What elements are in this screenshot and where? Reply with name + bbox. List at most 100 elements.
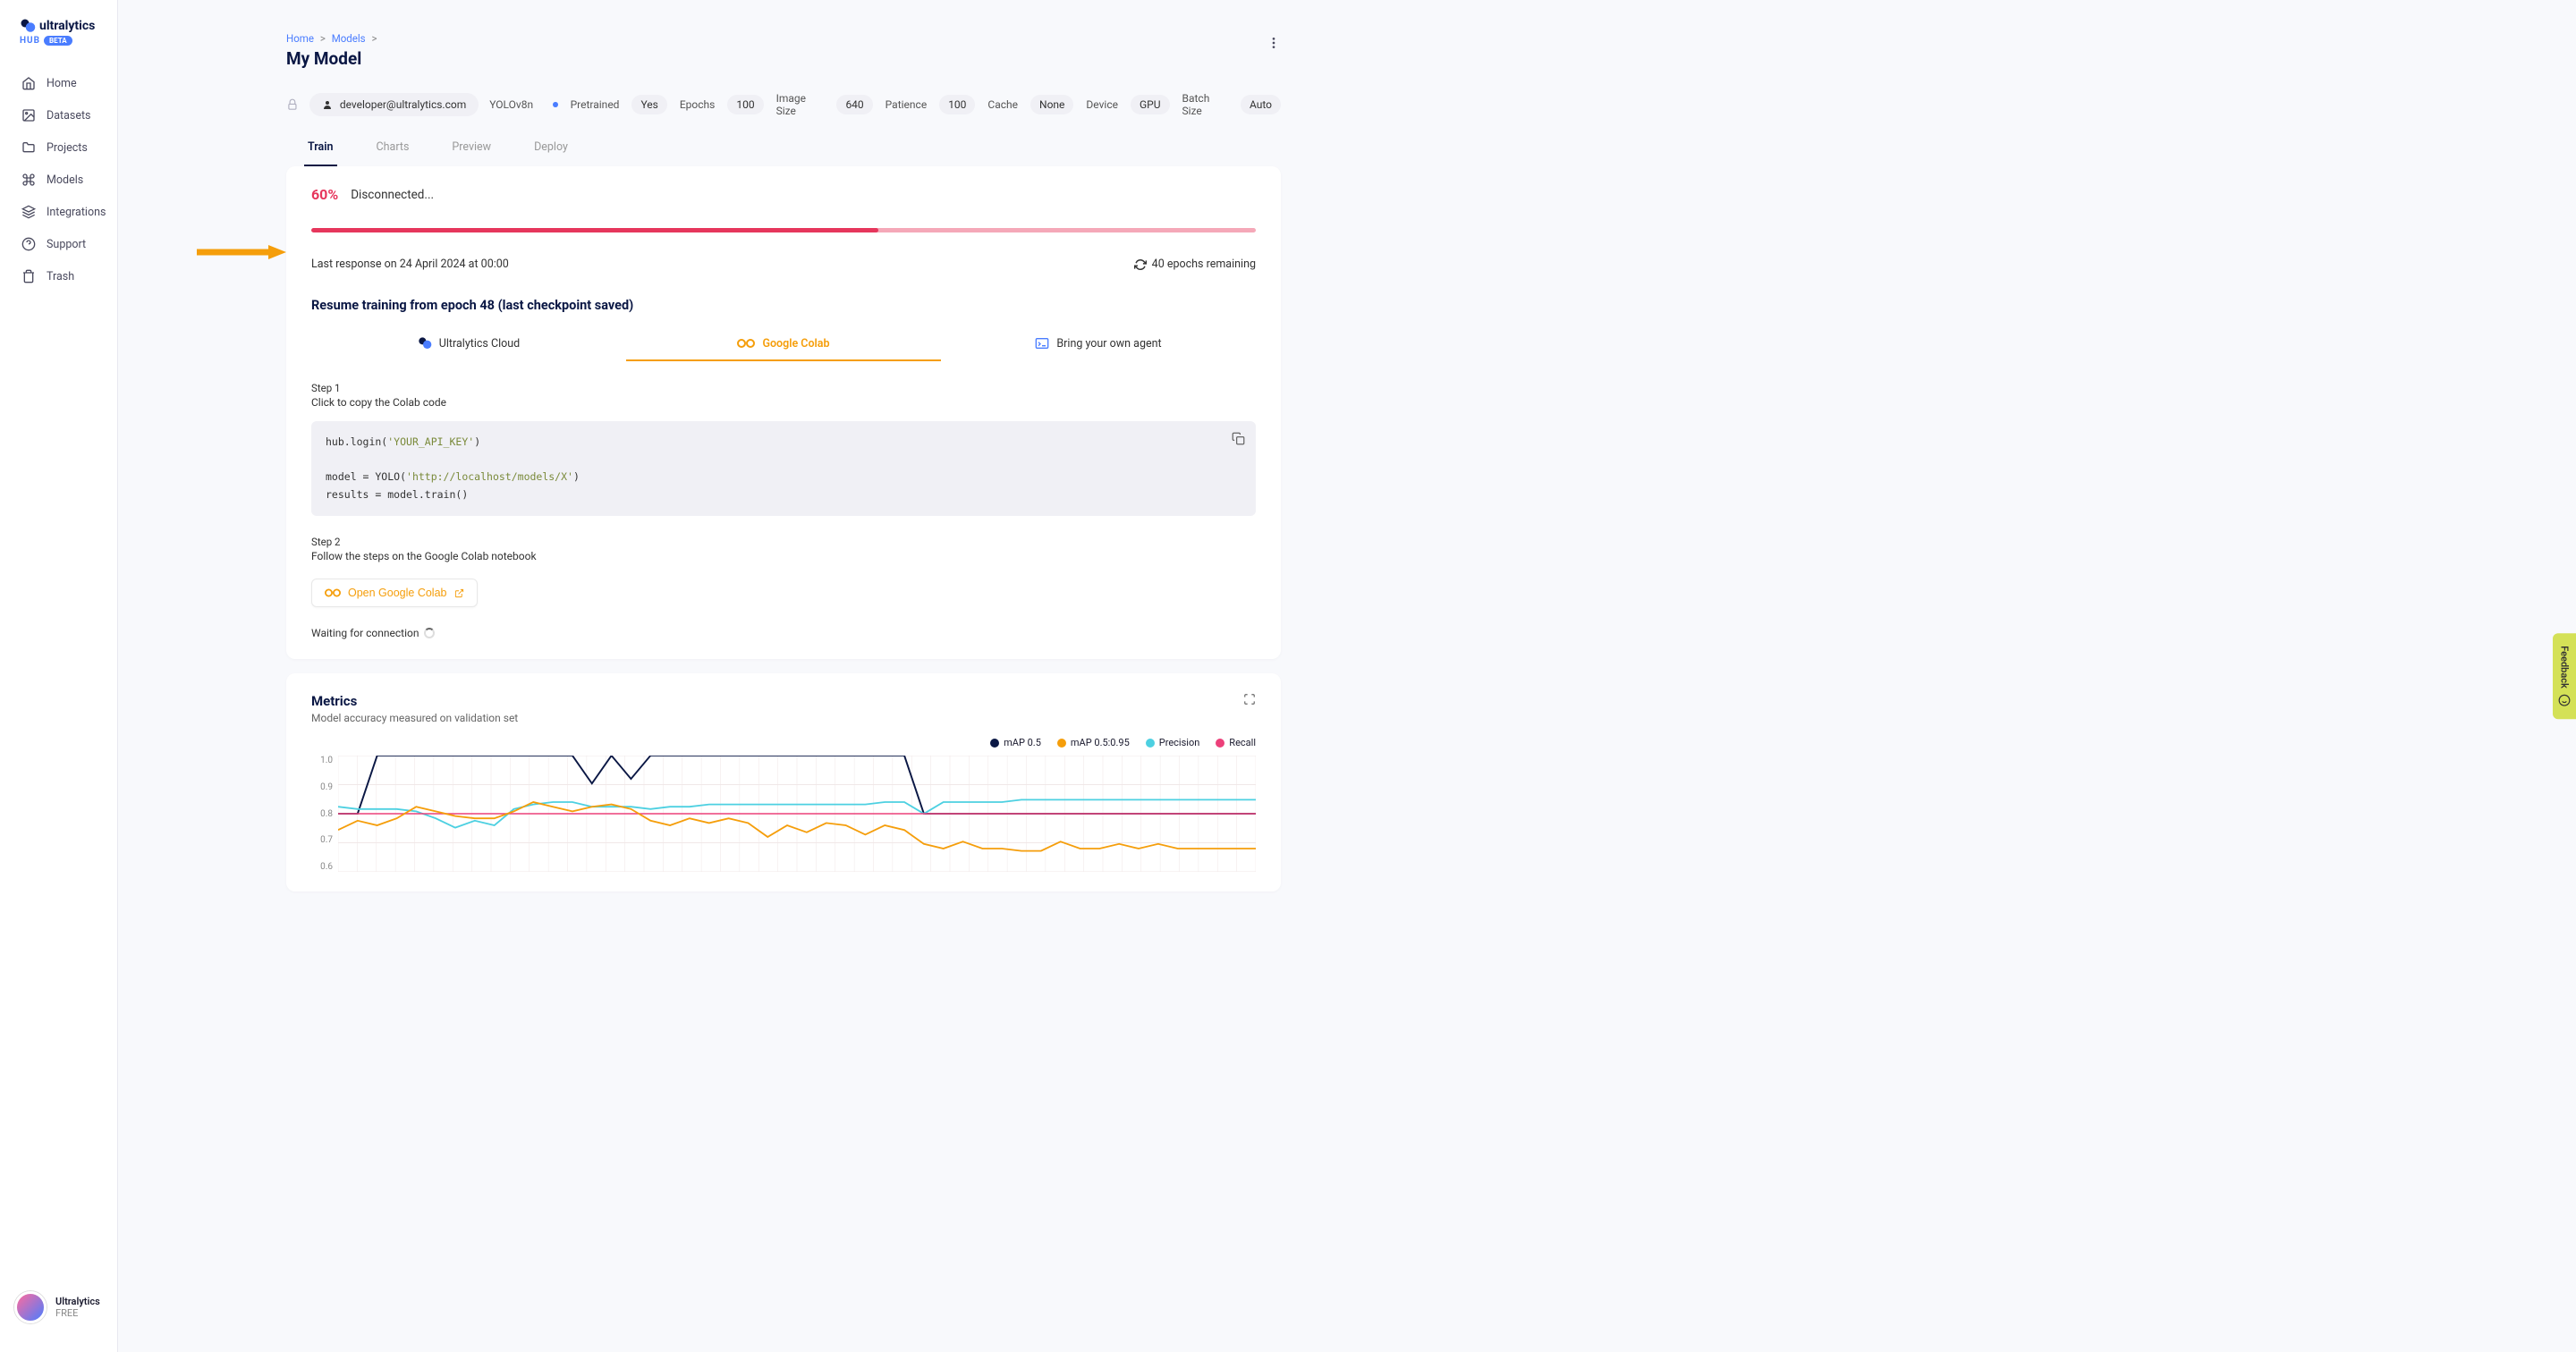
smile-icon bbox=[2558, 694, 2571, 706]
model-params: YOLOv8n Pretrained Yes Epochs 100 Image … bbox=[489, 92, 1281, 117]
legend-map50[interactable]: mAP 0.5 bbox=[990, 737, 1041, 748]
folder-icon bbox=[21, 140, 36, 155]
expand-button[interactable] bbox=[1243, 693, 1256, 709]
hub-label: HUB bbox=[20, 36, 40, 46]
nav-label: Models bbox=[47, 173, 83, 187]
param-pretrained: Yes bbox=[631, 95, 666, 114]
progress-bar bbox=[311, 228, 1256, 232]
command-icon bbox=[21, 173, 36, 187]
chart-area: 1.0 0.9 0.8 0.7 0.6 bbox=[311, 756, 1256, 872]
tier-avatar bbox=[14, 1291, 47, 1323]
colab-icon bbox=[737, 337, 755, 350]
logo-icon bbox=[20, 18, 36, 34]
tab-deploy[interactable]: Deploy bbox=[530, 133, 572, 166]
y-axis: 1.0 0.9 0.8 0.7 0.6 bbox=[311, 756, 338, 872]
tab-preview[interactable]: Preview bbox=[448, 133, 495, 166]
param-batch: Auto bbox=[1241, 95, 1281, 114]
model-bar: developer@ultralytics.com YOLOv8n Pretra… bbox=[286, 92, 1281, 117]
param-batch-label: Batch Size bbox=[1182, 92, 1228, 117]
ultralytics-icon bbox=[418, 336, 432, 351]
logo-area[interactable]: ultralytics HUB BETA bbox=[0, 18, 117, 67]
status-text: Disconnected... bbox=[351, 188, 434, 202]
breadcrumb-sep: > bbox=[320, 32, 326, 45]
param-patience-label: Patience bbox=[886, 98, 928, 111]
metrics-chart bbox=[338, 756, 1256, 872]
annotation-arrow bbox=[197, 245, 286, 259]
nav-datasets[interactable]: Datasets bbox=[7, 99, 110, 131]
param-cache: None bbox=[1030, 95, 1073, 114]
nav-label: Integrations bbox=[47, 206, 106, 219]
home-icon bbox=[21, 76, 36, 90]
train-tab-cloud[interactable]: Ultralytics Cloud bbox=[311, 327, 626, 361]
layers-icon bbox=[21, 205, 36, 219]
user-tier[interactable]: Ultralytics FREE bbox=[0, 1280, 117, 1334]
training-card: 60% Disconnected... Last response on 24 … bbox=[286, 166, 1281, 659]
breadcrumb: Home > Models > bbox=[286, 0, 1281, 45]
waiting-status: Waiting for connection bbox=[311, 627, 1256, 639]
main: Home > Models > My Model developer@ultra… bbox=[118, 0, 1352, 909]
last-response: Last response on 24 April 2024 at 00:00 bbox=[311, 258, 509, 271]
legend-precision[interactable]: Precision bbox=[1146, 737, 1200, 748]
nav-label: Support bbox=[47, 238, 86, 251]
image-icon bbox=[21, 108, 36, 123]
epochs-remaining: 40 epochs remaining bbox=[1134, 258, 1256, 271]
progress-fill bbox=[311, 228, 878, 232]
param-pretrained-label: Pretrained bbox=[571, 98, 620, 111]
feedback-tab[interactable]: Feedback bbox=[2553, 633, 2576, 719]
beta-pill: BETA bbox=[44, 36, 72, 46]
code-block[interactable]: hub.login('YOUR_API_KEY') model = YOLO('… bbox=[311, 421, 1256, 516]
nav-projects[interactable]: Projects bbox=[7, 131, 110, 164]
nav-label: Datasets bbox=[47, 109, 91, 123]
param-epochs: 100 bbox=[727, 95, 763, 114]
train-tab-byoa[interactable]: Bring your own agent bbox=[941, 327, 1256, 361]
legend-map5095[interactable]: mAP 0.5:0.95 bbox=[1057, 737, 1130, 748]
external-link-icon bbox=[454, 588, 464, 598]
metrics-subtitle: Model accuracy measured on validation se… bbox=[311, 712, 518, 724]
nav-integrations[interactable]: Integrations bbox=[7, 196, 110, 228]
breadcrumb-models[interactable]: Models bbox=[332, 32, 366, 45]
param-imgsize-label: Image Size bbox=[776, 92, 825, 117]
open-colab-button[interactable]: Open Google Colab bbox=[311, 579, 478, 607]
breadcrumb-home[interactable]: Home bbox=[286, 32, 314, 45]
training-method-tabs: Ultralytics Cloud Google Colab Bring you… bbox=[311, 327, 1256, 362]
metrics-title: Metrics bbox=[311, 693, 518, 709]
breadcrumb-sep: > bbox=[371, 32, 377, 45]
sidebar: ultralytics HUB BETA Home Datasets Proje… bbox=[0, 0, 118, 1352]
chart-legend: mAP 0.5 mAP 0.5:0.95 Precision Recall bbox=[311, 737, 1256, 748]
param-device-label: Device bbox=[1086, 98, 1118, 111]
spinner-icon bbox=[424, 628, 435, 638]
nav-models[interactable]: Models bbox=[7, 164, 110, 196]
nav-label: Trash bbox=[47, 270, 74, 283]
nav: Home Datasets Projects Models Integratio… bbox=[0, 67, 117, 292]
param-device: GPU bbox=[1131, 95, 1170, 114]
step1-desc: Click to copy the Colab code bbox=[311, 396, 1256, 409]
nav-home[interactable]: Home bbox=[7, 67, 110, 99]
terminal-icon bbox=[1035, 337, 1049, 350]
param-patience: 100 bbox=[939, 95, 975, 114]
kebab-menu[interactable] bbox=[1267, 36, 1281, 54]
owner-pill[interactable]: developer@ultralytics.com bbox=[309, 93, 479, 116]
nav-support[interactable]: Support bbox=[7, 228, 110, 260]
owner-email: developer@ultralytics.com bbox=[340, 98, 466, 111]
nav-label: Home bbox=[47, 77, 77, 90]
nav-trash[interactable]: Trash bbox=[7, 260, 110, 292]
page-title: My Model bbox=[286, 48, 1281, 69]
refresh-icon bbox=[1134, 258, 1147, 271]
copy-button[interactable] bbox=[1232, 432, 1245, 452]
progress-pct: 60% bbox=[311, 186, 338, 203]
legend-recall[interactable]: Recall bbox=[1216, 737, 1256, 748]
help-icon bbox=[21, 237, 36, 251]
tab-charts[interactable]: Charts bbox=[373, 133, 413, 166]
lock-icon bbox=[286, 98, 299, 111]
tab-train[interactable]: Train bbox=[304, 133, 337, 166]
step2-label: Step 2 bbox=[311, 536, 1256, 548]
logo-text: ultralytics bbox=[39, 19, 95, 33]
metrics-card: Metrics Model accuracy measured on valid… bbox=[286, 673, 1281, 891]
train-tab-colab[interactable]: Google Colab bbox=[626, 327, 941, 361]
status-dot bbox=[553, 102, 558, 107]
nav-label: Projects bbox=[47, 141, 88, 155]
colab-icon bbox=[325, 587, 341, 598]
trash-icon bbox=[21, 269, 36, 283]
model-name: YOLOv8n bbox=[489, 98, 533, 111]
user-icon bbox=[322, 99, 333, 110]
